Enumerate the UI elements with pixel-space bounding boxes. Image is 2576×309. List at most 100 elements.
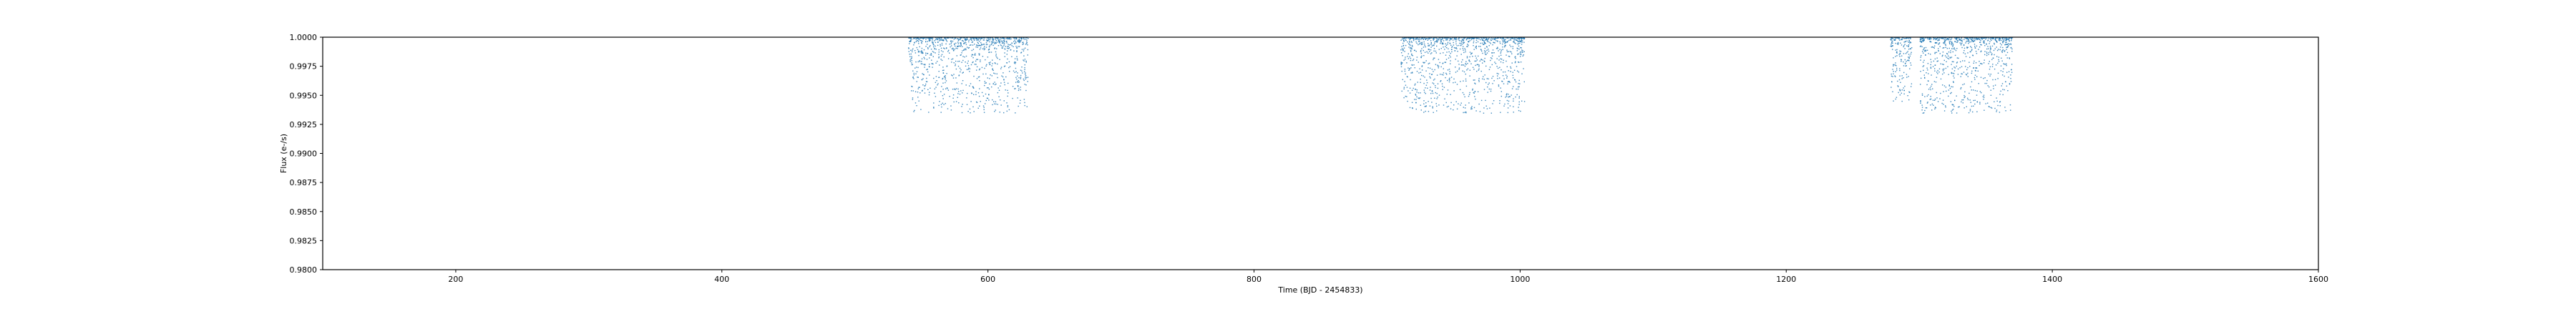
data-point <box>1942 84 1943 86</box>
data-point <box>957 41 959 43</box>
data-point <box>1519 38 1521 39</box>
data-point <box>1944 40 1946 41</box>
data-point <box>1486 46 1488 48</box>
data-point <box>960 42 962 44</box>
data-point <box>1933 37 1934 39</box>
data-point <box>1949 39 1951 41</box>
x-axis-label: Time (BJD - 2454833) <box>1277 285 1362 295</box>
data-point <box>1982 37 1984 39</box>
data-point <box>1503 83 1505 84</box>
data-point <box>1907 59 1908 62</box>
data-point <box>985 42 987 44</box>
data-point <box>1921 46 1923 48</box>
data-point <box>962 56 964 57</box>
data-point <box>1506 94 1507 96</box>
data-point <box>1410 37 1411 39</box>
data-point <box>1898 37 1900 39</box>
data-point <box>1896 52 1898 54</box>
data-point <box>913 78 914 79</box>
data-point <box>1509 39 1511 41</box>
data-point <box>937 83 939 84</box>
data-point <box>1996 100 1998 102</box>
data-point <box>1950 57 1951 59</box>
data-point <box>987 77 988 79</box>
data-point <box>1410 46 1412 48</box>
data-point <box>1014 88 1015 89</box>
data-point <box>1014 39 1015 41</box>
data-point <box>1899 75 1901 77</box>
data-point <box>1523 37 1525 39</box>
data-point <box>1443 104 1445 106</box>
data-point <box>1450 102 1452 104</box>
data-point <box>1899 89 1901 90</box>
data-point <box>1023 50 1025 52</box>
data-point <box>1426 82 1428 84</box>
data-point <box>950 105 952 107</box>
data-point <box>1482 62 1483 64</box>
data-point <box>1974 37 1976 39</box>
data-point <box>1018 80 1019 82</box>
data-point <box>2006 85 2008 87</box>
data-point <box>909 39 912 41</box>
data-point <box>965 40 966 41</box>
data-point <box>942 82 944 84</box>
data-point <box>1986 53 1988 54</box>
data-point <box>1483 37 1485 39</box>
data-point <box>932 42 934 44</box>
data-point <box>967 62 968 64</box>
data-point <box>1426 38 1428 39</box>
data-point <box>1482 39 1483 41</box>
data-point <box>1966 69 1968 71</box>
data-point <box>1469 37 1470 39</box>
data-point <box>1499 67 1501 68</box>
data-point <box>993 72 995 74</box>
data-point <box>1980 44 1981 46</box>
data-point <box>1480 99 1483 102</box>
data-point <box>977 39 979 41</box>
data-point <box>1950 92 1951 94</box>
data-point <box>1421 65 1423 67</box>
data-point <box>1474 82 1475 84</box>
data-point <box>942 98 944 99</box>
data-point <box>1020 74 1022 77</box>
data-point <box>1441 74 1443 75</box>
data-point <box>1440 39 1442 41</box>
data-point <box>1908 60 1910 62</box>
data-point <box>1924 77 1926 79</box>
data-point <box>1514 42 1516 44</box>
data-point <box>1894 37 1896 39</box>
data-point <box>1908 38 1909 39</box>
data-point <box>1429 51 1430 52</box>
data-point <box>1997 104 1999 107</box>
data-point <box>978 44 980 46</box>
data-point <box>1445 102 1447 104</box>
data-point <box>1966 46 1968 48</box>
data-point <box>1945 105 1946 107</box>
data-point <box>1006 42 1008 44</box>
data-point <box>1979 39 1981 40</box>
data-point <box>1967 97 1968 99</box>
data-point <box>928 94 930 96</box>
data-point <box>1449 54 1450 57</box>
data-point <box>945 80 947 82</box>
data-point <box>918 87 919 88</box>
data-point <box>1984 77 1986 79</box>
data-point <box>1420 44 1423 45</box>
data-point <box>1491 112 1492 114</box>
data-point <box>1950 52 1951 54</box>
data-point <box>1943 47 1945 49</box>
data-point <box>913 37 914 39</box>
data-point <box>952 77 955 79</box>
data-point <box>955 77 957 79</box>
data-point <box>1513 41 1515 43</box>
data-point <box>976 37 977 39</box>
data-point <box>1903 65 1905 67</box>
data-point <box>1003 66 1005 67</box>
data-point <box>1403 97 1405 99</box>
data-point <box>1468 94 1470 95</box>
data-point <box>1484 42 1485 44</box>
data-point <box>960 44 962 46</box>
data-point <box>1951 43 1953 44</box>
data-point <box>1411 64 1413 66</box>
data-point <box>1939 53 1941 54</box>
